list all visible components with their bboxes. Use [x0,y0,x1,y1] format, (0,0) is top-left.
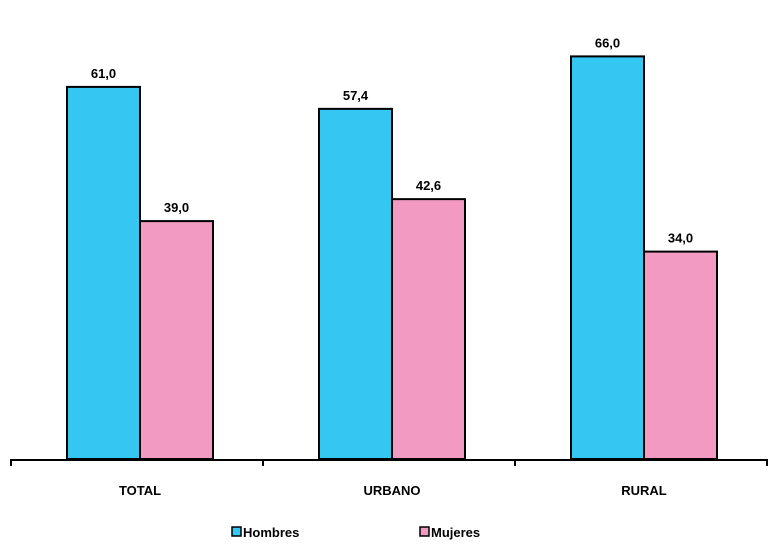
legend-swatch-hombres [231,526,242,537]
bar-mujeres-total [139,220,214,460]
data-label-hombres-rural: 66,0 [595,35,620,50]
x-tick-label-total: TOTAL [119,483,161,498]
data-label-hombres-total: 61,0 [91,66,116,81]
bars-layer [66,55,718,461]
legend-label-hombres: Hombres [243,525,299,540]
data-label-mujeres-rural: 34,0 [668,231,693,246]
legend-swatch-mujeres [419,526,430,537]
bar-hombres-rural [570,55,645,461]
legend-label-mujeres: Mujeres [431,525,480,540]
bar-mujeres-urbano [391,198,466,460]
bar-hombres-urbano [318,107,393,461]
x-tick-label-urbano: URBANO [363,483,420,498]
data-label-mujeres-total: 39,0 [164,200,189,215]
data-label-hombres-urbano: 57,4 [343,88,369,103]
x-tick-label-rural: RURAL [621,483,667,498]
legend-item-hombres: Hombres [231,525,299,540]
bar-hombres-total [66,85,141,461]
legend-item-mujeres: Mujeres [419,525,480,540]
data-label-mujeres-urbano: 42,6 [416,178,441,193]
x-axis: TOTAL URBANO RURAL [10,459,768,498]
value-labels-layer: 61,0 39,0 57,4 42,6 66,0 34,0 [91,35,693,245]
legend: Hombres Mujeres [231,525,480,540]
bar-mujeres-rural [643,250,718,460]
